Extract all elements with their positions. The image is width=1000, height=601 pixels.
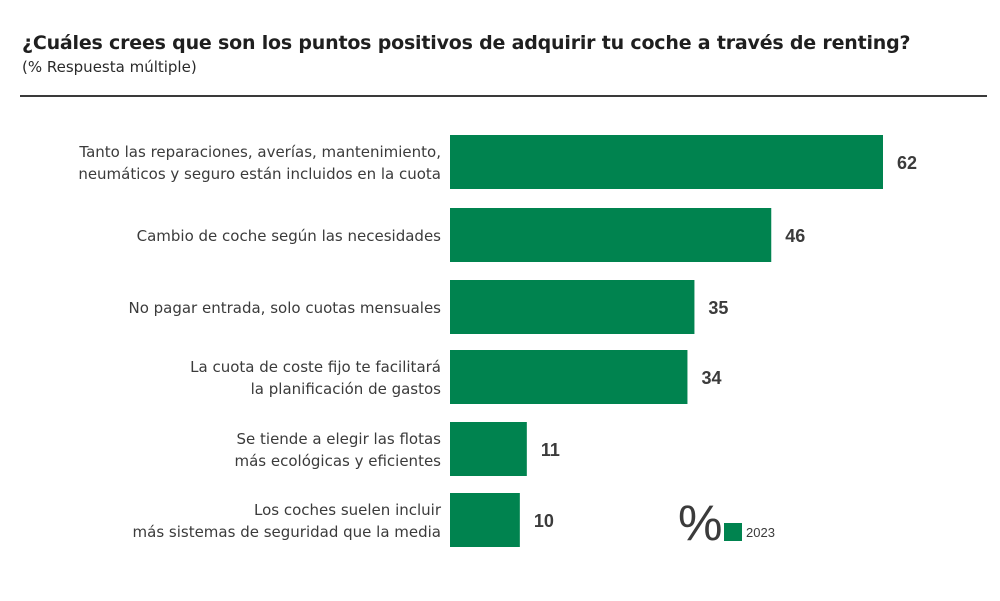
category-label: La cuota de coste fijo te facilitará la p… bbox=[190, 358, 441, 398]
category-label: Cambio de coche según las necesidades bbox=[137, 227, 442, 245]
chart-subtitle: (% Respuesta múltiple) bbox=[22, 58, 197, 76]
value-label: 11 bbox=[541, 440, 560, 460]
title-divider bbox=[20, 95, 987, 97]
value-label: 10 bbox=[534, 511, 554, 531]
bar bbox=[450, 422, 527, 476]
value-label: 35 bbox=[708, 298, 728, 318]
value-label: 46 bbox=[785, 226, 805, 246]
bar bbox=[450, 350, 688, 404]
chart-title: ¿Cuáles crees que son los puntos positiv… bbox=[22, 32, 911, 54]
category-label: Tanto las reparaciones, averías, manteni… bbox=[78, 143, 441, 183]
percent-symbol: % bbox=[678, 495, 722, 551]
bar bbox=[450, 135, 883, 189]
value-label: 62 bbox=[897, 153, 917, 173]
category-label: Los coches suelen incluir más sistemas de… bbox=[133, 501, 442, 541]
category-label: No pagar entrada, solo cuotas mensuales bbox=[128, 299, 441, 317]
bar bbox=[450, 208, 772, 262]
category-label: Se tiende a elegir las flotas más ecológi… bbox=[235, 430, 442, 470]
value-label: 34 bbox=[701, 368, 721, 388]
legend-label: 2023 bbox=[746, 525, 775, 540]
bar bbox=[450, 493, 520, 547]
bar bbox=[450, 280, 695, 334]
legend-swatch bbox=[724, 523, 742, 541]
